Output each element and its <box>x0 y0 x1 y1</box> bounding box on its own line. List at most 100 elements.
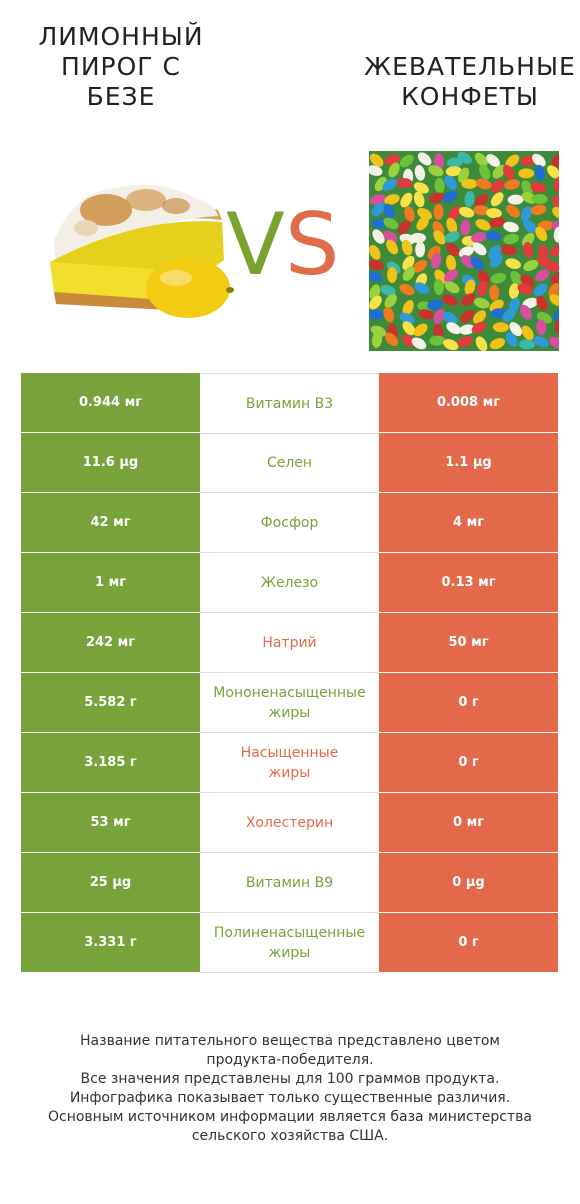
table-row: 1 мг Железо 0.13 мг <box>21 553 558 613</box>
footer-line: Основным источником информации является … <box>48 1109 532 1125</box>
jelly-bean <box>505 332 518 347</box>
jelly-bean <box>446 217 458 234</box>
jelly-bean <box>369 194 386 205</box>
jelly-bean <box>382 178 398 191</box>
jelly-bean <box>492 322 509 333</box>
jelly-bean <box>535 269 550 282</box>
jelly-bean <box>553 307 559 322</box>
jelly-bean <box>404 206 415 222</box>
jelly-bean <box>461 178 478 189</box>
jelly-bean <box>473 310 487 324</box>
jelly-bean <box>507 194 524 205</box>
jelly-bean <box>503 233 520 245</box>
jelly-bean <box>427 299 443 311</box>
jelly-bean <box>442 311 458 324</box>
left-product-title: ЛИМОННЫЙ ПИРОГ С БЕЗЕ <box>38 22 204 111</box>
jelly-bean <box>489 284 500 301</box>
jelly-bean <box>553 176 559 192</box>
left-value: 242 мг <box>21 613 200 673</box>
left-value: 3.185 г <box>21 733 200 793</box>
versus-v: V <box>226 195 285 295</box>
nutrient-name: Полиненасыщенные жиры <box>200 913 379 973</box>
jelly-bean <box>508 283 520 300</box>
table-row: 3.185 г Насыщенные жиры 0 г <box>21 733 558 793</box>
right-value: 0 мг <box>379 793 558 853</box>
jelly-bean <box>479 164 491 180</box>
left-value: 5.582 г <box>21 673 200 733</box>
jelly-bean <box>504 179 520 190</box>
right-value: 0 г <box>379 733 558 793</box>
jelly-bean <box>489 253 503 268</box>
left-value: 53 мг <box>21 793 200 853</box>
jelly-bean <box>536 295 548 311</box>
jelly-bean <box>400 192 413 208</box>
left-value: 1 мг <box>21 553 200 613</box>
jelly-bean <box>533 336 549 348</box>
jelly-bean <box>485 231 502 242</box>
jelly-bean <box>520 206 532 222</box>
jelly-bean <box>417 208 432 220</box>
jelly-bean <box>369 259 384 271</box>
right-value: 4 мг <box>379 493 558 553</box>
right-value: 0 г <box>379 673 558 733</box>
right-value: 0 µg <box>379 853 558 913</box>
jelly-bean <box>523 219 537 234</box>
jelly-bean <box>549 336 559 349</box>
jelly-bean <box>414 282 430 294</box>
jelly-bean <box>412 259 428 273</box>
jelly-bean <box>410 232 427 243</box>
jelly-bean <box>402 300 414 316</box>
jelly-bean <box>444 231 460 243</box>
jelly-bean <box>413 191 425 208</box>
jelly-bean <box>434 153 445 170</box>
jelly-bean <box>549 294 559 307</box>
jelly-bean <box>470 256 484 270</box>
jelly-bean <box>396 178 413 189</box>
jelly-bean <box>533 283 548 297</box>
table-row: 5.582 г Мононенасыщенные жиры 0 г <box>21 673 558 733</box>
left-value: 25 µg <box>21 853 200 913</box>
jelly-bean <box>433 230 446 245</box>
jelly-bean <box>444 269 458 283</box>
table-row: 53 мг Холестерин 0 мг <box>21 793 558 853</box>
jelly-bean <box>460 219 471 236</box>
jelly-bean <box>472 242 487 256</box>
jelly-bean <box>474 193 489 207</box>
jelly-bean <box>477 280 488 297</box>
jelly-bean <box>387 267 398 284</box>
jelly-bean <box>399 283 415 296</box>
jelly-bean <box>369 244 381 260</box>
right-value: 0.13 мг <box>379 553 558 613</box>
nutrient-name: Холестерин <box>200 793 379 853</box>
footer-line: Название питательного вещества представл… <box>80 1033 500 1049</box>
jelly-bean <box>477 270 490 286</box>
jelly-bean <box>386 239 399 255</box>
jelly-bean <box>442 294 458 306</box>
jelly-bean <box>398 220 411 235</box>
jelly-bean <box>371 331 383 348</box>
nutrient-name: Фосфор <box>200 493 379 553</box>
jelly-bean <box>446 243 460 257</box>
jelly-bean <box>445 254 457 271</box>
jelly-bean <box>492 164 506 179</box>
jelly-bean <box>402 321 416 336</box>
jelly-bean <box>383 203 395 220</box>
jelly-bean <box>521 180 533 196</box>
footer-line: Инфографика показывает только существенн… <box>69 1090 511 1106</box>
versus-label: VS <box>226 195 339 295</box>
jelly-bean <box>459 324 476 335</box>
jelly-bean <box>464 279 476 296</box>
footer-line: Все значения представлены для 100 граммо… <box>80 1071 500 1087</box>
jelly-bean <box>473 297 490 309</box>
jelly-bean <box>506 204 520 218</box>
jelly-bean <box>501 244 517 256</box>
jelly-bean <box>402 266 415 281</box>
table-row: 3.331 г Полиненасыщенные жиры 0 г <box>21 913 558 973</box>
jelly-bean <box>457 167 470 183</box>
jelly-bean <box>503 221 519 233</box>
right-value: 1.1 µg <box>379 433 558 493</box>
jelly-bean <box>369 165 383 176</box>
jelly-bean <box>411 337 427 350</box>
left-value: 3.331 г <box>21 913 200 973</box>
jelly-bean <box>433 279 444 296</box>
